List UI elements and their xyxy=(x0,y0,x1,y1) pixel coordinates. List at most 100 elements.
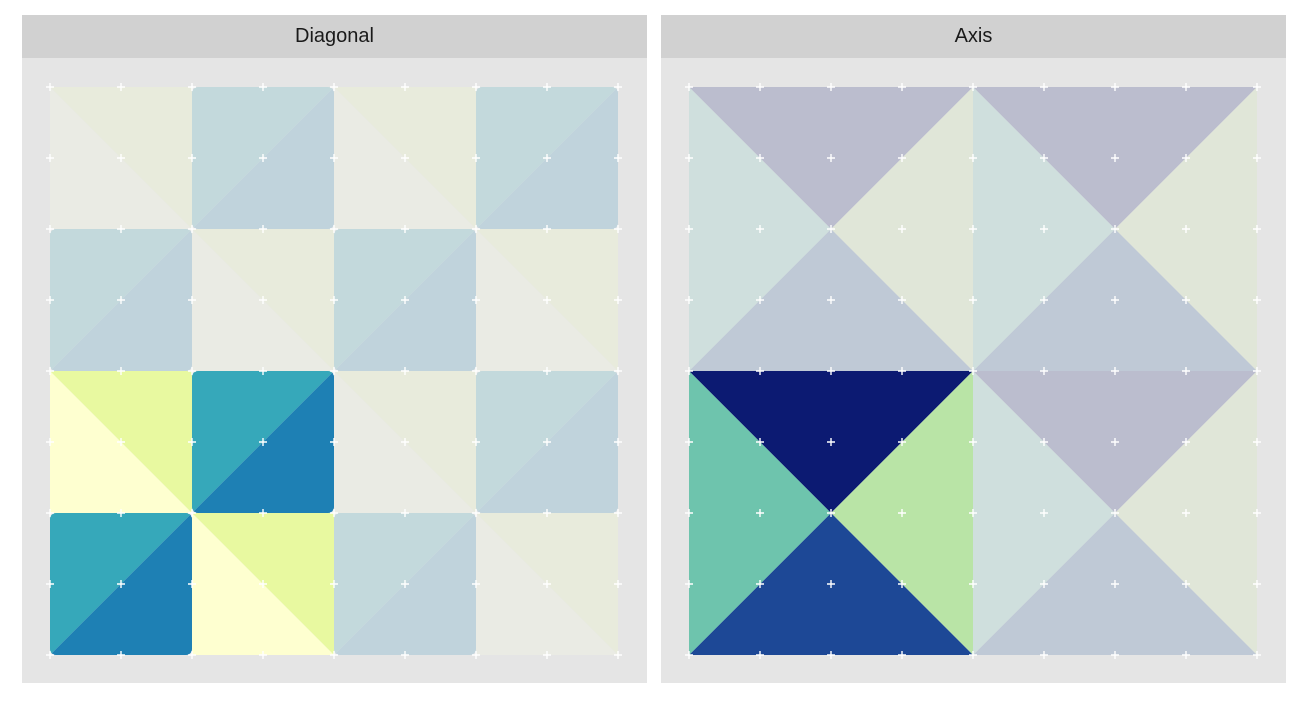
grid-cross xyxy=(756,367,764,375)
grid-cross xyxy=(472,580,480,588)
grid-cross xyxy=(46,296,54,304)
axis-heatmap xyxy=(685,83,1261,659)
grid-cross xyxy=(827,83,835,91)
grid-cross xyxy=(330,438,338,446)
grid-cross xyxy=(259,296,267,304)
grid-cross xyxy=(330,154,338,162)
grid-cross xyxy=(1040,509,1048,517)
grid-cross xyxy=(827,296,835,304)
grid-cross xyxy=(46,154,54,162)
grid-cross xyxy=(1111,225,1119,233)
grid-cross xyxy=(1253,225,1261,233)
grid-cross xyxy=(1040,154,1048,162)
grid-cross xyxy=(827,367,835,375)
grid-cross xyxy=(1182,296,1190,304)
grid-cross xyxy=(898,509,906,517)
grid-cross xyxy=(117,651,125,659)
grid-cross xyxy=(1182,225,1190,233)
grid-cross xyxy=(1182,651,1190,659)
grid-cross xyxy=(1040,438,1048,446)
grid-cross xyxy=(827,438,835,446)
grid-cross xyxy=(827,225,835,233)
grid-cross xyxy=(1111,154,1119,162)
facet-panel-axis: Axis xyxy=(661,15,1286,683)
grid-cross xyxy=(259,651,267,659)
grid-cross xyxy=(827,580,835,588)
grid-cross xyxy=(1253,651,1261,659)
grid-cross xyxy=(1040,225,1048,233)
grid-cross xyxy=(472,83,480,91)
grid-cross xyxy=(46,651,54,659)
grid-cross xyxy=(969,509,977,517)
grid-cross xyxy=(898,83,906,91)
grid-cross xyxy=(188,438,196,446)
grid-cross xyxy=(1253,509,1261,517)
grid-cross xyxy=(1040,580,1048,588)
grid-cross xyxy=(1182,580,1190,588)
grid-cross xyxy=(898,367,906,375)
grid-cross xyxy=(1253,580,1261,588)
grid-cross xyxy=(188,509,196,517)
grid-cross xyxy=(614,651,622,659)
grid-cross xyxy=(756,83,764,91)
grid-cross xyxy=(685,154,693,162)
grid-cross xyxy=(188,154,196,162)
grid-cross xyxy=(614,509,622,517)
grid-cross xyxy=(1253,438,1261,446)
grid-cross xyxy=(188,296,196,304)
grid-cross xyxy=(472,296,480,304)
grid-cross xyxy=(543,367,551,375)
grid-cross xyxy=(117,154,125,162)
grid-cross xyxy=(1182,154,1190,162)
grid-cross xyxy=(117,509,125,517)
grid-cross xyxy=(898,225,906,233)
grid-cross xyxy=(969,296,977,304)
grid-cross xyxy=(969,225,977,233)
grid-cross xyxy=(259,580,267,588)
grid-cross xyxy=(117,83,125,91)
grid-cross xyxy=(614,296,622,304)
grid-cross xyxy=(472,509,480,517)
diagonal-heatmap xyxy=(46,83,622,659)
grid-cross xyxy=(188,225,196,233)
grid-cross xyxy=(543,438,551,446)
grid-cross xyxy=(685,225,693,233)
grid-cross xyxy=(401,83,409,91)
grid-cross xyxy=(685,367,693,375)
grid-cross xyxy=(401,367,409,375)
grid-cross xyxy=(898,651,906,659)
grid-cross xyxy=(1253,296,1261,304)
grid-cross xyxy=(330,509,338,517)
grid-cross xyxy=(756,154,764,162)
grid-cross xyxy=(969,580,977,588)
grid-cross xyxy=(543,154,551,162)
grid-cross xyxy=(614,83,622,91)
grid-cross xyxy=(1111,509,1119,517)
grid-cross xyxy=(685,296,693,304)
grid-cross xyxy=(46,580,54,588)
grid-cross xyxy=(898,580,906,588)
grid-cross xyxy=(685,438,693,446)
grid-cross xyxy=(969,438,977,446)
grid-cross xyxy=(472,154,480,162)
grid-cross xyxy=(1182,509,1190,517)
grid-cross xyxy=(898,154,906,162)
grid-cross xyxy=(827,509,835,517)
grid-cross xyxy=(1111,438,1119,446)
grid-cross xyxy=(259,509,267,517)
grid-cross xyxy=(1040,367,1048,375)
grid-cross xyxy=(330,83,338,91)
grid-cross xyxy=(898,296,906,304)
grid-cross xyxy=(1253,367,1261,375)
grid-cross xyxy=(1111,83,1119,91)
grid-cross xyxy=(188,367,196,375)
grid-cross xyxy=(330,296,338,304)
grid-cross xyxy=(969,83,977,91)
grid-cross xyxy=(1111,296,1119,304)
grid-cross xyxy=(543,651,551,659)
grid-cross xyxy=(401,509,409,517)
facet-strip-diagonal: Diagonal xyxy=(22,15,647,58)
grid-cross xyxy=(259,154,267,162)
grid-cross xyxy=(117,225,125,233)
grid-cross xyxy=(472,367,480,375)
